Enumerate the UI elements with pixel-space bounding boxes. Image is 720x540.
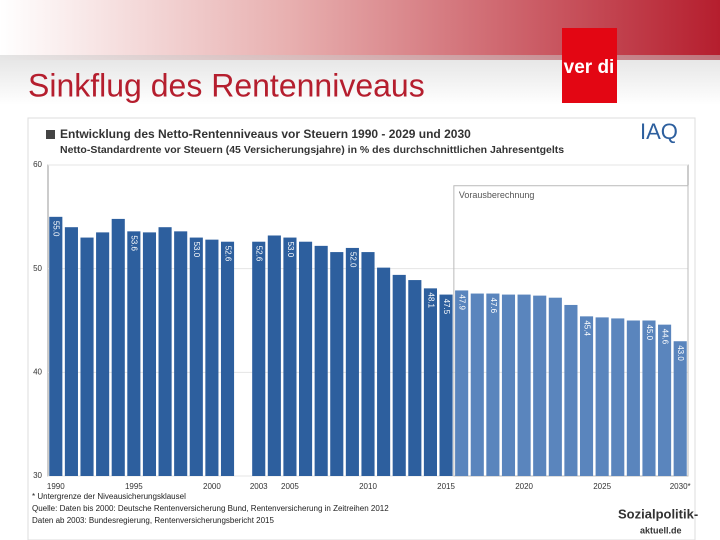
value-label: 53.0 xyxy=(286,242,295,258)
bar xyxy=(267,235,281,476)
bar xyxy=(439,294,453,476)
value-label: 43.0 xyxy=(676,345,685,361)
value-label: 53.6 xyxy=(130,235,139,251)
value-label: 44.6 xyxy=(660,329,669,345)
bar xyxy=(642,320,656,476)
bar xyxy=(314,245,328,476)
x-tick-label: 2015 xyxy=(437,482,455,491)
slide-title: Sinkflug des Rentenniveaus xyxy=(28,67,425,103)
bar xyxy=(392,274,406,476)
y-tick-label: 30 xyxy=(33,471,42,480)
bar xyxy=(64,227,78,476)
bar xyxy=(345,247,359,476)
value-label: 45.0 xyxy=(645,325,654,341)
source: Quelle: Daten bis 2000: Deutsche Rentenv… xyxy=(32,504,389,513)
footer-logo: aktuell.de xyxy=(640,525,682,535)
x-tick-label: 1995 xyxy=(125,482,143,491)
bar xyxy=(142,232,157,476)
logo-box xyxy=(562,28,617,103)
y-tick-label: 50 xyxy=(33,264,42,273)
value-label: 47.9 xyxy=(458,294,467,310)
bar xyxy=(611,318,625,476)
bar xyxy=(330,252,344,476)
value-label: 47.6 xyxy=(489,298,498,314)
value-label: 52.0 xyxy=(348,252,357,268)
bar xyxy=(158,227,172,476)
logo: ver di xyxy=(564,57,615,78)
bar xyxy=(579,316,594,476)
bar xyxy=(49,216,63,477)
bar xyxy=(455,290,469,476)
bar xyxy=(501,294,516,476)
bar xyxy=(564,304,578,476)
x-tick-label: 2010 xyxy=(359,482,377,491)
bar xyxy=(595,317,609,476)
bar xyxy=(96,232,110,476)
bar xyxy=(486,293,500,476)
value-label: 48.1 xyxy=(426,292,435,308)
x-tick-label: 2003 xyxy=(250,482,268,491)
y-tick-label: 60 xyxy=(33,160,42,169)
bar xyxy=(361,252,375,476)
bar xyxy=(423,288,437,476)
bar xyxy=(127,231,141,476)
bar xyxy=(174,231,188,476)
x-tick-label: 2005 xyxy=(281,482,299,491)
bar xyxy=(299,241,313,476)
bar xyxy=(626,320,640,476)
bar xyxy=(80,237,94,476)
bar xyxy=(205,239,219,476)
footnote: * Untergrenze der Niveausicherungsklause… xyxy=(32,492,186,501)
bar xyxy=(517,294,531,476)
value-label: 52.6 xyxy=(223,246,232,262)
value-label: 55.0 xyxy=(52,221,61,237)
x-tick-label: 1990 xyxy=(47,482,65,491)
chart-subtitle: Netto-Standardrente vor Steuern (45 Vers… xyxy=(60,144,564,156)
chart-logo: IAQ xyxy=(640,119,678,144)
source: Daten ab 2003: Bundesregierung, Rentenve… xyxy=(32,516,274,525)
x-tick-label: 2030* xyxy=(670,482,691,491)
value-label: 47.5 xyxy=(442,299,451,315)
y-tick-label: 40 xyxy=(33,367,42,376)
bar xyxy=(673,341,687,476)
bar xyxy=(533,295,547,476)
projection-label: Vorausberechnung xyxy=(459,190,535,200)
x-tick-label: 2020 xyxy=(515,482,533,491)
bar xyxy=(470,293,484,476)
bar xyxy=(189,237,203,476)
value-label: 53.0 xyxy=(192,242,201,258)
chart-title: Entwicklung des Netto-Rentenniveaus vor … xyxy=(60,127,471,141)
bar xyxy=(283,237,297,476)
bar xyxy=(658,324,672,476)
bar xyxy=(252,241,266,476)
bar xyxy=(220,241,235,476)
bar xyxy=(408,280,422,476)
bar xyxy=(377,267,391,476)
footer-logo: Sozialpolitik- xyxy=(618,506,698,521)
bar xyxy=(111,218,125,476)
title-marker xyxy=(46,130,55,139)
value-label: 45.4 xyxy=(582,320,591,336)
value-label: 52.6 xyxy=(255,246,264,262)
bar xyxy=(548,297,562,476)
x-tick-label: 2025 xyxy=(593,482,611,491)
x-tick-label: 2000 xyxy=(203,482,221,491)
